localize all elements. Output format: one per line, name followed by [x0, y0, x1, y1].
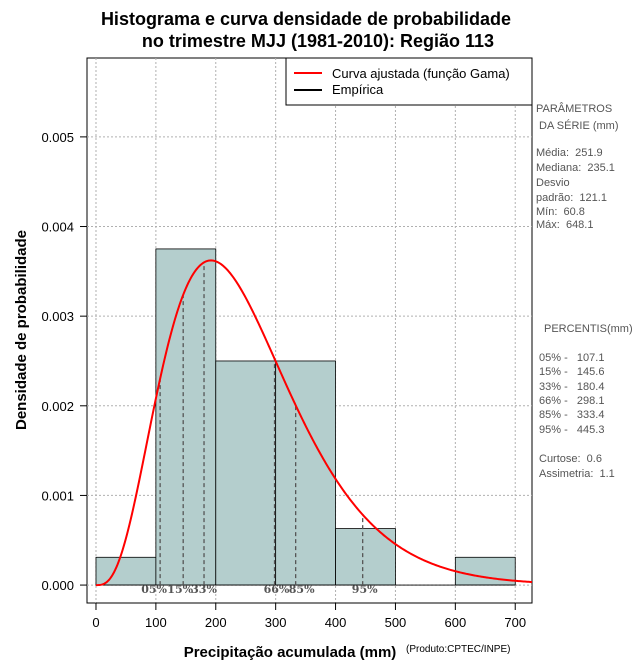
percentile-label: 33%: [191, 583, 217, 596]
curtose-line: Curtose: 0.6: [539, 453, 602, 465]
chart-title-line1: Histograma e curva densidade de probabil…: [101, 9, 511, 29]
percentile-label: 15%: [167, 583, 193, 596]
assimetria-line: Assimetria: 1.1: [539, 468, 615, 480]
x-axis-title: Precipitação acumulada (mm): [184, 644, 397, 660]
stats-heading-1: PARÂMETROS: [536, 102, 612, 115]
histogram-bar: [155, 248, 217, 586]
y-tick-label: 0.004: [41, 220, 74, 235]
percentis-line: 33% - 180.4: [539, 381, 604, 393]
stats-line: Mín: 60.8: [536, 206, 585, 218]
x-tick-label: 500: [385, 615, 407, 630]
percentis-line: 15% - 145.6: [539, 366, 604, 378]
fitted-curve: [95, 259, 533, 587]
percentile-label: 85%: [289, 583, 315, 596]
histogram-bar: [95, 556, 157, 586]
percentile-label: 05%: [141, 583, 167, 596]
histogram-bar: [215, 360, 277, 586]
x-tick-label: 400: [325, 615, 347, 630]
percentile-label: 66%: [264, 583, 290, 596]
x-tick-label: 700: [504, 615, 526, 630]
percentile-lines: 05% 15%33% 66% 85% 95%: [141, 262, 378, 596]
y-tick-label: 0.005: [41, 130, 74, 145]
x-tick-label: 600: [444, 615, 466, 630]
y-tick-label: 0.002: [41, 399, 74, 414]
histogram-bar: [275, 360, 336, 586]
legend-label-empirical: Empírica: [332, 82, 384, 97]
fitted-curve-layer: [95, 259, 533, 587]
stats-line: padrão: 121.1: [536, 192, 607, 204]
product-credit: (Produto:CPTEC/INPE): [406, 644, 510, 655]
percentis-line: 95% - 445.3: [539, 424, 604, 436]
stats-line: Desvio: [536, 177, 570, 189]
histogram-bars: [95, 248, 516, 586]
stats-line: Mediana: 235.1: [536, 162, 615, 174]
legend: Curva ajustada (função Gama) Empírica: [285, 57, 533, 106]
y-tick-label: 0.000: [41, 578, 74, 593]
stats-line: Máx: 648.1: [536, 219, 593, 231]
percentile-label: 95%: [352, 583, 378, 596]
histogram-bar: [335, 528, 396, 586]
x-tick-label: 200: [205, 615, 227, 630]
x-tick-label: 100: [145, 615, 167, 630]
x-tick-label: 300: [265, 615, 287, 630]
legend-label-fitted: Curva ajustada (função Gama): [332, 66, 510, 81]
percentis-line: 05% - 107.1: [539, 352, 604, 364]
y-axis-title: Densidade de probabilidade: [13, 230, 30, 430]
percentis-panel: PERCENTIS(mm) 05% - 107.1 15% - 145.6 33…: [539, 323, 633, 480]
y-tick-label: 0.003: [41, 309, 74, 324]
x-tick-label: 0: [92, 615, 99, 630]
stats-line: Média: 251.9: [536, 147, 603, 159]
y-tick-label: 0.001: [41, 488, 74, 503]
stats-panel: PARÂMETROS DA SÉRIE (mm) Média: 251.9 Me…: [536, 102, 619, 231]
chart-title-line2: no trimestre MJJ (1981-2010): Região 113: [142, 31, 494, 51]
legend-box: [285, 57, 533, 106]
axes: 0 100 200 300 400 500 600 700 0.000 0.001 0.002 0.0…: [41, 130, 526, 630]
percentis-line: 85% - 333.4: [539, 409, 604, 421]
percentis-heading: PERCENTIS(mm): [544, 323, 633, 335]
percentis-line: 66% - 298.1: [539, 395, 604, 407]
stats-heading-2: DA SÉRIE (mm): [536, 119, 619, 132]
